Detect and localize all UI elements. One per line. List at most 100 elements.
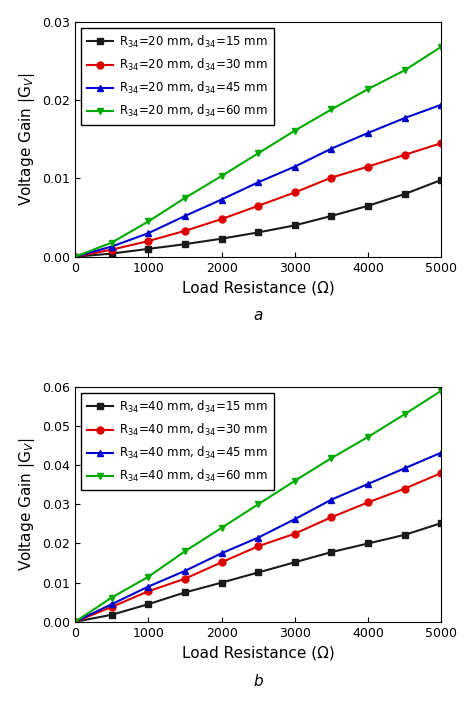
R$_{34}$=40 mm, d$_{34}$=30 mm bbox=[402, 484, 408, 493]
R$_{34}$=20 mm, d$_{34}$=45 mm bbox=[72, 253, 78, 261]
R$_{34}$=40 mm, d$_{34}$=30 mm bbox=[146, 587, 151, 595]
R$_{34}$=20 mm, d$_{34}$=45 mm bbox=[365, 129, 371, 137]
R$_{34}$=20 mm, d$_{34}$=60 mm bbox=[72, 253, 78, 261]
Legend: R$_{34}$=40 mm, d$_{34}$=15 mm, R$_{34}$=40 mm, d$_{34}$=30 mm, R$_{34}$=40 mm, : R$_{34}$=40 mm, d$_{34}$=15 mm, R$_{34}$… bbox=[81, 393, 273, 490]
X-axis label: Load Resistance (Ω): Load Resistance (Ω) bbox=[182, 280, 335, 295]
R$_{34}$=20 mm, d$_{34}$=30 mm bbox=[182, 227, 188, 235]
R$_{34}$=40 mm, d$_{34}$=45 mm bbox=[182, 566, 188, 575]
R$_{34}$=20 mm, d$_{34}$=15 mm bbox=[328, 212, 334, 220]
R$_{34}$=20 mm, d$_{34}$=30 mm bbox=[438, 139, 444, 147]
R$_{34}$=40 mm, d$_{34}$=15 mm bbox=[402, 530, 408, 539]
Line: R$_{34}$=20 mm, d$_{34}$=45 mm: R$_{34}$=20 mm, d$_{34}$=45 mm bbox=[72, 101, 445, 260]
R$_{34}$=20 mm, d$_{34}$=30 mm bbox=[219, 215, 224, 223]
Y-axis label: Voltage Gain |G$_V$|: Voltage Gain |G$_V$| bbox=[17, 73, 36, 206]
X-axis label: Load Resistance (Ω): Load Resistance (Ω) bbox=[182, 645, 335, 661]
R$_{34}$=40 mm, d$_{34}$=60 mm bbox=[109, 593, 115, 602]
R$_{34}$=20 mm, d$_{34}$=45 mm bbox=[292, 162, 298, 171]
R$_{34}$=40 mm, d$_{34}$=15 mm bbox=[292, 558, 298, 566]
Line: R$_{34}$=40 mm, d$_{34}$=15 mm: R$_{34}$=40 mm, d$_{34}$=15 mm bbox=[72, 520, 445, 625]
R$_{34}$=20 mm, d$_{34}$=45 mm bbox=[182, 212, 188, 220]
Text: a: a bbox=[254, 309, 263, 324]
R$_{34}$=40 mm, d$_{34}$=15 mm bbox=[182, 588, 188, 597]
R$_{34}$=20 mm, d$_{34}$=30 mm bbox=[365, 162, 371, 171]
Line: R$_{34}$=20 mm, d$_{34}$=15 mm: R$_{34}$=20 mm, d$_{34}$=15 mm bbox=[72, 176, 445, 260]
R$_{34}$=40 mm, d$_{34}$=30 mm bbox=[255, 542, 261, 550]
R$_{34}$=40 mm, d$_{34}$=30 mm bbox=[72, 617, 78, 626]
R$_{34}$=20 mm, d$_{34}$=30 mm bbox=[402, 151, 408, 159]
R$_{34}$=20 mm, d$_{34}$=15 mm bbox=[219, 234, 224, 243]
R$_{34}$=20 mm, d$_{34}$=30 mm bbox=[328, 173, 334, 182]
R$_{34}$=40 mm, d$_{34}$=60 mm bbox=[146, 573, 151, 581]
R$_{34}$=40 mm, d$_{34}$=30 mm bbox=[328, 513, 334, 522]
R$_{34}$=20 mm, d$_{34}$=15 mm bbox=[255, 228, 261, 236]
R$_{34}$=40 mm, d$_{34}$=60 mm bbox=[365, 433, 371, 441]
R$_{34}$=20 mm, d$_{34}$=45 mm bbox=[109, 242, 115, 251]
R$_{34}$=40 mm, d$_{34}$=45 mm bbox=[328, 496, 334, 504]
R$_{34}$=20 mm, d$_{34}$=15 mm bbox=[146, 245, 151, 253]
R$_{34}$=40 mm, d$_{34}$=60 mm bbox=[182, 547, 188, 556]
R$_{34}$=40 mm, d$_{34}$=30 mm bbox=[292, 530, 298, 538]
Line: R$_{34}$=20 mm, d$_{34}$=60 mm: R$_{34}$=20 mm, d$_{34}$=60 mm bbox=[72, 43, 445, 260]
R$_{34}$=40 mm, d$_{34}$=45 mm bbox=[292, 515, 298, 523]
R$_{34}$=20 mm, d$_{34}$=45 mm bbox=[146, 229, 151, 237]
R$_{34}$=40 mm, d$_{34}$=45 mm bbox=[365, 480, 371, 489]
R$_{34}$=40 mm, d$_{34}$=60 mm bbox=[72, 617, 78, 626]
R$_{34}$=40 mm, d$_{34}$=15 mm bbox=[72, 617, 78, 626]
R$_{34}$=40 mm, d$_{34}$=45 mm bbox=[255, 533, 261, 542]
R$_{34}$=40 mm, d$_{34}$=60 mm bbox=[438, 387, 444, 395]
R$_{34}$=40 mm, d$_{34}$=15 mm bbox=[109, 610, 115, 619]
R$_{34}$=20 mm, d$_{34}$=45 mm bbox=[328, 144, 334, 153]
R$_{34}$=20 mm, d$_{34}$=45 mm bbox=[219, 195, 224, 204]
R$_{34}$=20 mm, d$_{34}$=30 mm bbox=[146, 236, 151, 245]
R$_{34}$=40 mm, d$_{34}$=45 mm bbox=[438, 448, 444, 457]
R$_{34}$=40 mm, d$_{34}$=30 mm bbox=[438, 469, 444, 477]
R$_{34}$=20 mm, d$_{34}$=15 mm bbox=[72, 253, 78, 261]
R$_{34}$=20 mm, d$_{34}$=60 mm bbox=[328, 105, 334, 114]
R$_{34}$=20 mm, d$_{34}$=15 mm bbox=[402, 190, 408, 198]
R$_{34}$=40 mm, d$_{34}$=60 mm bbox=[219, 523, 224, 532]
R$_{34}$=20 mm, d$_{34}$=30 mm bbox=[72, 253, 78, 261]
R$_{34}$=20 mm, d$_{34}$=60 mm bbox=[219, 172, 224, 181]
R$_{34}$=20 mm, d$_{34}$=15 mm bbox=[109, 249, 115, 258]
R$_{34}$=20 mm, d$_{34}$=15 mm bbox=[182, 240, 188, 249]
R$_{34}$=40 mm, d$_{34}$=15 mm bbox=[365, 539, 371, 548]
R$_{34}$=40 mm, d$_{34}$=15 mm bbox=[219, 578, 224, 587]
R$_{34}$=20 mm, d$_{34}$=60 mm bbox=[365, 85, 371, 93]
R$_{34}$=40 mm, d$_{34}$=15 mm bbox=[328, 548, 334, 556]
R$_{34}$=40 mm, d$_{34}$=30 mm bbox=[365, 498, 371, 507]
R$_{34}$=40 mm, d$_{34}$=45 mm bbox=[402, 464, 408, 472]
R$_{34}$=20 mm, d$_{34}$=30 mm bbox=[292, 188, 298, 197]
Legend: R$_{34}$=20 mm, d$_{34}$=15 mm, R$_{34}$=20 mm, d$_{34}$=30 mm, R$_{34}$=20 mm, : R$_{34}$=20 mm, d$_{34}$=15 mm, R$_{34}$… bbox=[81, 28, 273, 125]
R$_{34}$=20 mm, d$_{34}$=45 mm bbox=[402, 114, 408, 122]
R$_{34}$=40 mm, d$_{34}$=45 mm bbox=[219, 549, 224, 557]
R$_{34}$=20 mm, d$_{34}$=60 mm bbox=[438, 42, 444, 51]
R$_{34}$=40 mm, d$_{34}$=15 mm bbox=[146, 600, 151, 608]
R$_{34}$=40 mm, d$_{34}$=45 mm bbox=[72, 617, 78, 626]
R$_{34}$=40 mm, d$_{34}$=15 mm bbox=[255, 569, 261, 577]
R$_{34}$=20 mm, d$_{34}$=30 mm bbox=[109, 246, 115, 254]
R$_{34}$=20 mm, d$_{34}$=15 mm bbox=[365, 202, 371, 210]
R$_{34}$=20 mm, d$_{34}$=30 mm bbox=[255, 202, 261, 210]
R$_{34}$=20 mm, d$_{34}$=60 mm bbox=[292, 126, 298, 135]
R$_{34}$=40 mm, d$_{34}$=15 mm bbox=[438, 519, 444, 527]
R$_{34}$=40 mm, d$_{34}$=60 mm bbox=[255, 500, 261, 508]
R$_{34}$=40 mm, d$_{34}$=60 mm bbox=[328, 454, 334, 462]
R$_{34}$=20 mm, d$_{34}$=60 mm bbox=[146, 217, 151, 226]
Text: b: b bbox=[254, 673, 263, 688]
R$_{34}$=40 mm, d$_{34}$=45 mm bbox=[146, 582, 151, 590]
R$_{34}$=20 mm, d$_{34}$=15 mm bbox=[438, 176, 444, 184]
R$_{34}$=40 mm, d$_{34}$=30 mm bbox=[109, 603, 115, 611]
R$_{34}$=20 mm, d$_{34}$=45 mm bbox=[255, 178, 261, 186]
R$_{34}$=20 mm, d$_{34}$=45 mm bbox=[438, 101, 444, 109]
R$_{34}$=20 mm, d$_{34}$=60 mm bbox=[182, 194, 188, 202]
Y-axis label: Voltage Gain |G$_V$|: Voltage Gain |G$_V$| bbox=[17, 438, 36, 571]
R$_{34}$=40 mm, d$_{34}$=30 mm bbox=[182, 574, 188, 583]
R$_{34}$=20 mm, d$_{34}$=60 mm bbox=[255, 149, 261, 158]
Line: R$_{34}$=40 mm, d$_{34}$=60 mm: R$_{34}$=40 mm, d$_{34}$=60 mm bbox=[72, 387, 445, 625]
Line: R$_{34}$=40 mm, d$_{34}$=45 mm: R$_{34}$=40 mm, d$_{34}$=45 mm bbox=[72, 449, 445, 625]
Line: R$_{34}$=40 mm, d$_{34}$=30 mm: R$_{34}$=40 mm, d$_{34}$=30 mm bbox=[72, 469, 445, 625]
R$_{34}$=40 mm, d$_{34}$=60 mm bbox=[402, 410, 408, 418]
R$_{34}$=20 mm, d$_{34}$=15 mm bbox=[292, 221, 298, 229]
Line: R$_{34}$=20 mm, d$_{34}$=30 mm: R$_{34}$=20 mm, d$_{34}$=30 mm bbox=[72, 139, 445, 260]
R$_{34}$=40 mm, d$_{34}$=60 mm bbox=[292, 476, 298, 485]
